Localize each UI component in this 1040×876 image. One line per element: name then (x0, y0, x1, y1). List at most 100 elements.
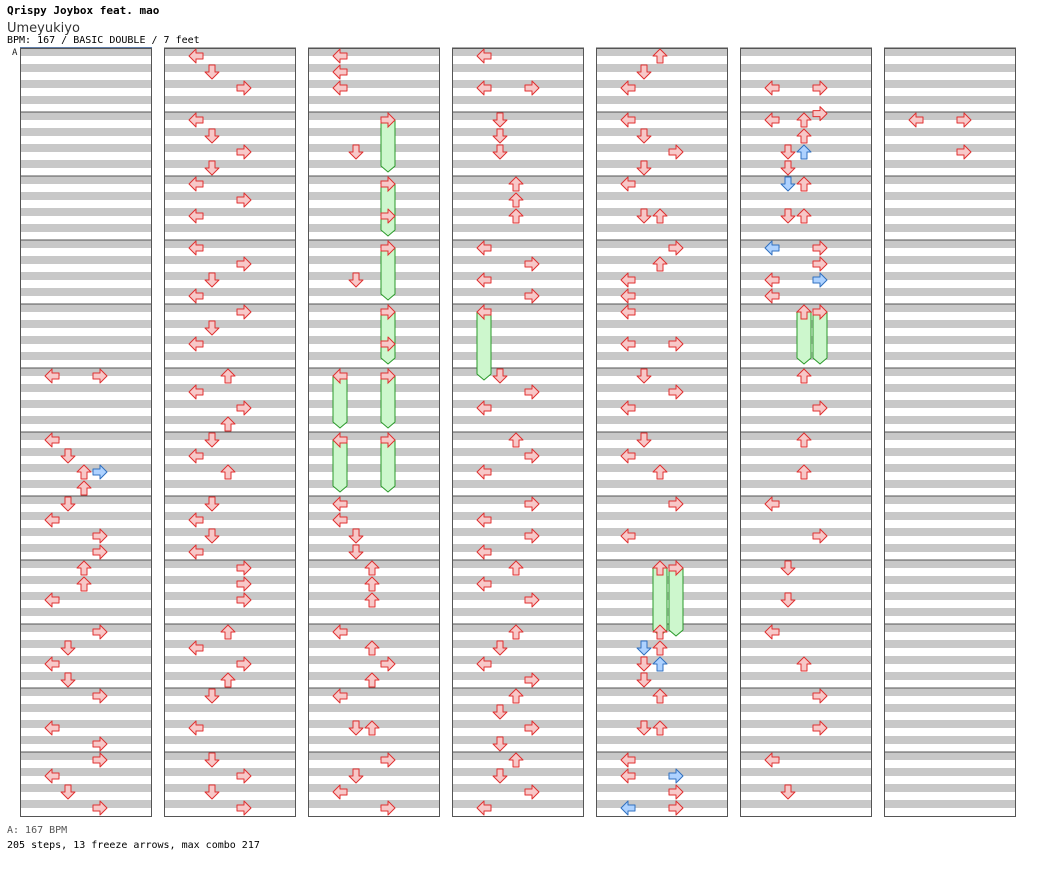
beat-stripe (308, 208, 440, 216)
chart-column-frame (884, 48, 1016, 817)
beat-stripe (884, 784, 1016, 792)
step-arrow-up (508, 624, 524, 640)
beat-stripe (164, 768, 296, 776)
step-arrow-down (60, 784, 76, 800)
beat-stripe (164, 640, 296, 648)
beat-stripe (452, 496, 584, 504)
chart-column-frame (452, 48, 584, 817)
beat-stripe (20, 160, 152, 168)
step-arrow-right (524, 384, 540, 400)
freeze-body (812, 311, 828, 365)
step-arrow-right (812, 80, 828, 96)
step-arrow-left (44, 512, 60, 528)
step-arrow-left (332, 784, 348, 800)
step-arrow-down (636, 720, 652, 736)
beat-stripe (452, 304, 584, 312)
beat-stripe (20, 48, 152, 56)
beat-stripe (20, 432, 152, 440)
freeze-body (332, 439, 348, 493)
step-arrow-left (476, 272, 492, 288)
beat-stripe (164, 304, 296, 312)
step-arrow-up (796, 176, 812, 192)
step-arrow-right (668, 784, 684, 800)
beat-stripe (740, 624, 872, 632)
beat-stripe (884, 208, 1016, 216)
beat-stripe (20, 640, 152, 648)
beat-stripe (740, 736, 872, 744)
step-arrow-left (188, 640, 204, 656)
freeze-body (380, 375, 396, 429)
beat-stripe (884, 624, 1016, 632)
step-arrow-left (332, 496, 348, 512)
step-arrow-down (492, 128, 508, 144)
beat-stripe (164, 752, 296, 760)
beat-stripe (596, 736, 728, 744)
beat-stripe (20, 448, 152, 456)
step-arrow-up (652, 208, 668, 224)
step-arrow-left (620, 304, 636, 320)
freeze-body (796, 311, 812, 365)
step-arrow-up (364, 720, 380, 736)
freeze-head-left (476, 303, 492, 321)
beat-stripe (164, 432, 296, 440)
beat-stripe (884, 336, 1016, 344)
step-arrow-left (764, 272, 780, 288)
beat-stripe (884, 464, 1016, 472)
step-arrow-right (236, 256, 252, 272)
beat-stripe (884, 128, 1016, 136)
step-arrow-left (620, 288, 636, 304)
step-arrow-left (332, 80, 348, 96)
beat-stripe (20, 800, 152, 808)
freeze-head-right (380, 239, 396, 257)
chart-title: Qrispy Joybox feat. mao (7, 4, 160, 17)
step-arrow-right (524, 528, 540, 544)
beat-stripe (20, 224, 152, 232)
step-arrow-down (60, 640, 76, 656)
beat-stripe (308, 544, 440, 552)
step-arrow-down (348, 544, 364, 560)
beat-stripe (884, 80, 1016, 88)
step-arrow-left (44, 656, 60, 672)
step-arrow-down (492, 144, 508, 160)
step-arrow-down (780, 160, 796, 176)
beat-stripe (452, 464, 584, 472)
step-arrow-up (796, 432, 812, 448)
beat-stripe (308, 240, 440, 248)
beat-stripe (884, 304, 1016, 312)
step-arrow-left (188, 112, 204, 128)
beat-stripe (884, 720, 1016, 728)
step-arrow-right (92, 528, 108, 544)
beat-stripe (20, 704, 152, 712)
beat-stripe (164, 336, 296, 344)
beat-stripe (308, 336, 440, 344)
beat-stripe (308, 144, 440, 152)
beat-stripe (164, 96, 296, 104)
song-title: Umeyukiyo (7, 21, 80, 36)
beat-stripe (596, 496, 728, 504)
beat-stripe (740, 528, 872, 536)
beat-stripe (20, 64, 152, 72)
beat-stripe (740, 592, 872, 600)
step-arrow-down (204, 784, 220, 800)
step-arrow-up (652, 464, 668, 480)
step-arrow-right (524, 496, 540, 512)
freeze-head-right (812, 303, 828, 321)
freeze-body (476, 311, 492, 381)
beat-stripe (164, 576, 296, 584)
step-arrow-up (220, 416, 236, 432)
beat-stripe (308, 64, 440, 72)
step-arrow-left (620, 176, 636, 192)
beat-stripe (20, 688, 152, 696)
bpm-marker-label: A (12, 48, 18, 58)
freeze-head-right (380, 303, 396, 321)
beat-stripe (164, 112, 296, 120)
chart-column-frame (20, 48, 152, 817)
step-arrow-up (76, 576, 92, 592)
step-arrow-down (636, 160, 652, 176)
beat-stripe (740, 512, 872, 520)
beat-stripe (596, 304, 728, 312)
beat-stripe (164, 208, 296, 216)
beat-stripe (308, 480, 440, 488)
beat-stripe (884, 528, 1016, 536)
